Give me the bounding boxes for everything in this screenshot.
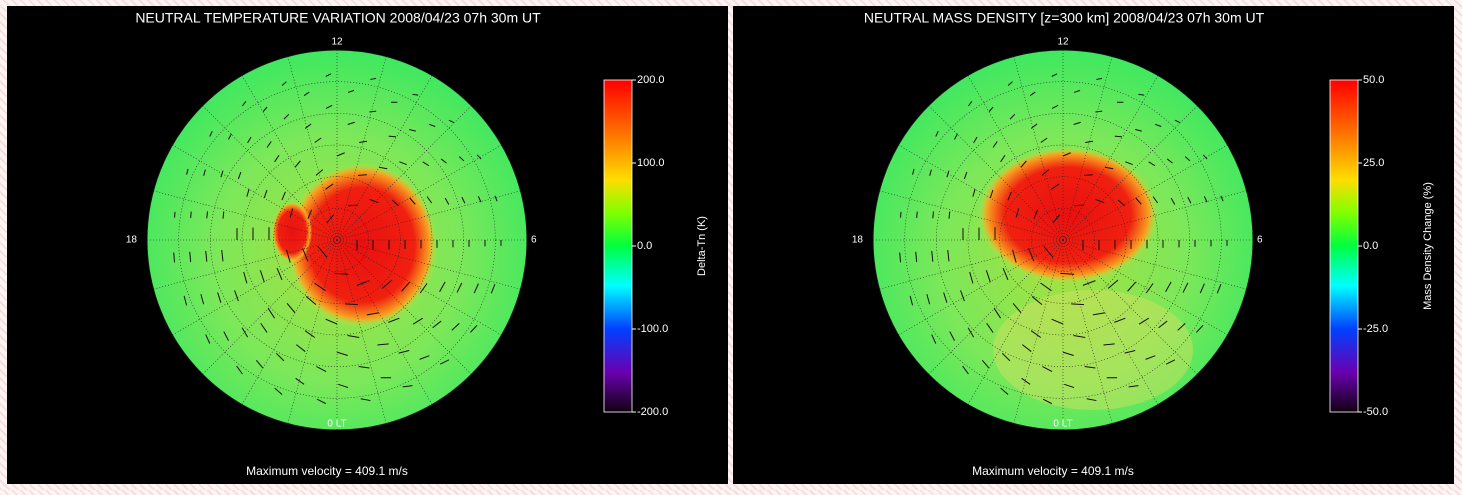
figure: NEUTRAL TEMPERATURE VARIATION 2008/04/23… xyxy=(0,0,1462,490)
lt-label-top: 12 xyxy=(331,37,343,48)
lt-label-left: 18 xyxy=(126,235,138,246)
colorbar-tick-label: 200.0 xyxy=(637,74,665,86)
colorbar-tick-label: -25.0 xyxy=(1363,323,1388,335)
colorbar-tick-label: -200.0 xyxy=(637,406,668,418)
warm-region xyxy=(993,290,1193,410)
wind-arrow xyxy=(917,212,918,218)
panel-title: NEUTRAL MASS DENSITY [z=300 km] 2008/04/… xyxy=(864,10,1265,26)
lt-label-right: 6 xyxy=(531,235,537,246)
footer: Maximum velocity = 409.1 m/s xyxy=(246,464,408,478)
lt-label-left: 18 xyxy=(852,235,864,246)
colorbar-label: Mass Density Change (%) xyxy=(1422,182,1434,310)
lt-label-right: 6 xyxy=(1257,235,1263,246)
colorbar-tick-label: 0.0 xyxy=(637,240,652,252)
footer: Maximum velocity = 409.1 m/s xyxy=(972,464,1134,478)
wind-arrow xyxy=(1074,205,1084,206)
wind-arrow xyxy=(191,212,192,218)
lt-label-bottom: 0 LT xyxy=(327,419,346,430)
colorbar-tick-label: 0.0 xyxy=(1363,240,1378,252)
colorbar-label: Delta-Tn (K) xyxy=(696,216,708,276)
wind-arrow xyxy=(358,175,367,176)
lt-label-bottom: 0 LT xyxy=(1053,419,1072,430)
panel: NEUTRAL MASS DENSITY [z=300 km] 2008/04/… xyxy=(733,6,1454,484)
hot-region xyxy=(978,147,1158,283)
colorbar-tick-label: -50.0 xyxy=(1363,406,1388,418)
lt-label-top: 12 xyxy=(1057,37,1069,48)
panel: NEUTRAL TEMPERATURE VARIATION 2008/04/23… xyxy=(7,6,728,484)
wind-arrow xyxy=(412,94,418,95)
colorbar-tick-label: 100.0 xyxy=(637,157,665,169)
colorbar-tick-label: -100.0 xyxy=(637,323,668,335)
colorbar-tick-label: 25.0 xyxy=(1363,157,1384,169)
wind-arrow xyxy=(1084,175,1093,176)
wind-arrow xyxy=(933,211,934,218)
colorbar xyxy=(604,80,632,412)
colorbar-tick-label: 50.0 xyxy=(1363,74,1384,86)
wind-arrow xyxy=(348,205,358,206)
colorbar xyxy=(1330,80,1358,412)
page: {"panels": [ {"title": "NEUTRAL TEMPERAT… xyxy=(0,0,1462,490)
wind-arrow xyxy=(207,211,208,218)
wind-arrow xyxy=(1138,94,1144,95)
panel-title: NEUTRAL TEMPERATURE VARIATION 2008/04/23… xyxy=(135,10,541,26)
